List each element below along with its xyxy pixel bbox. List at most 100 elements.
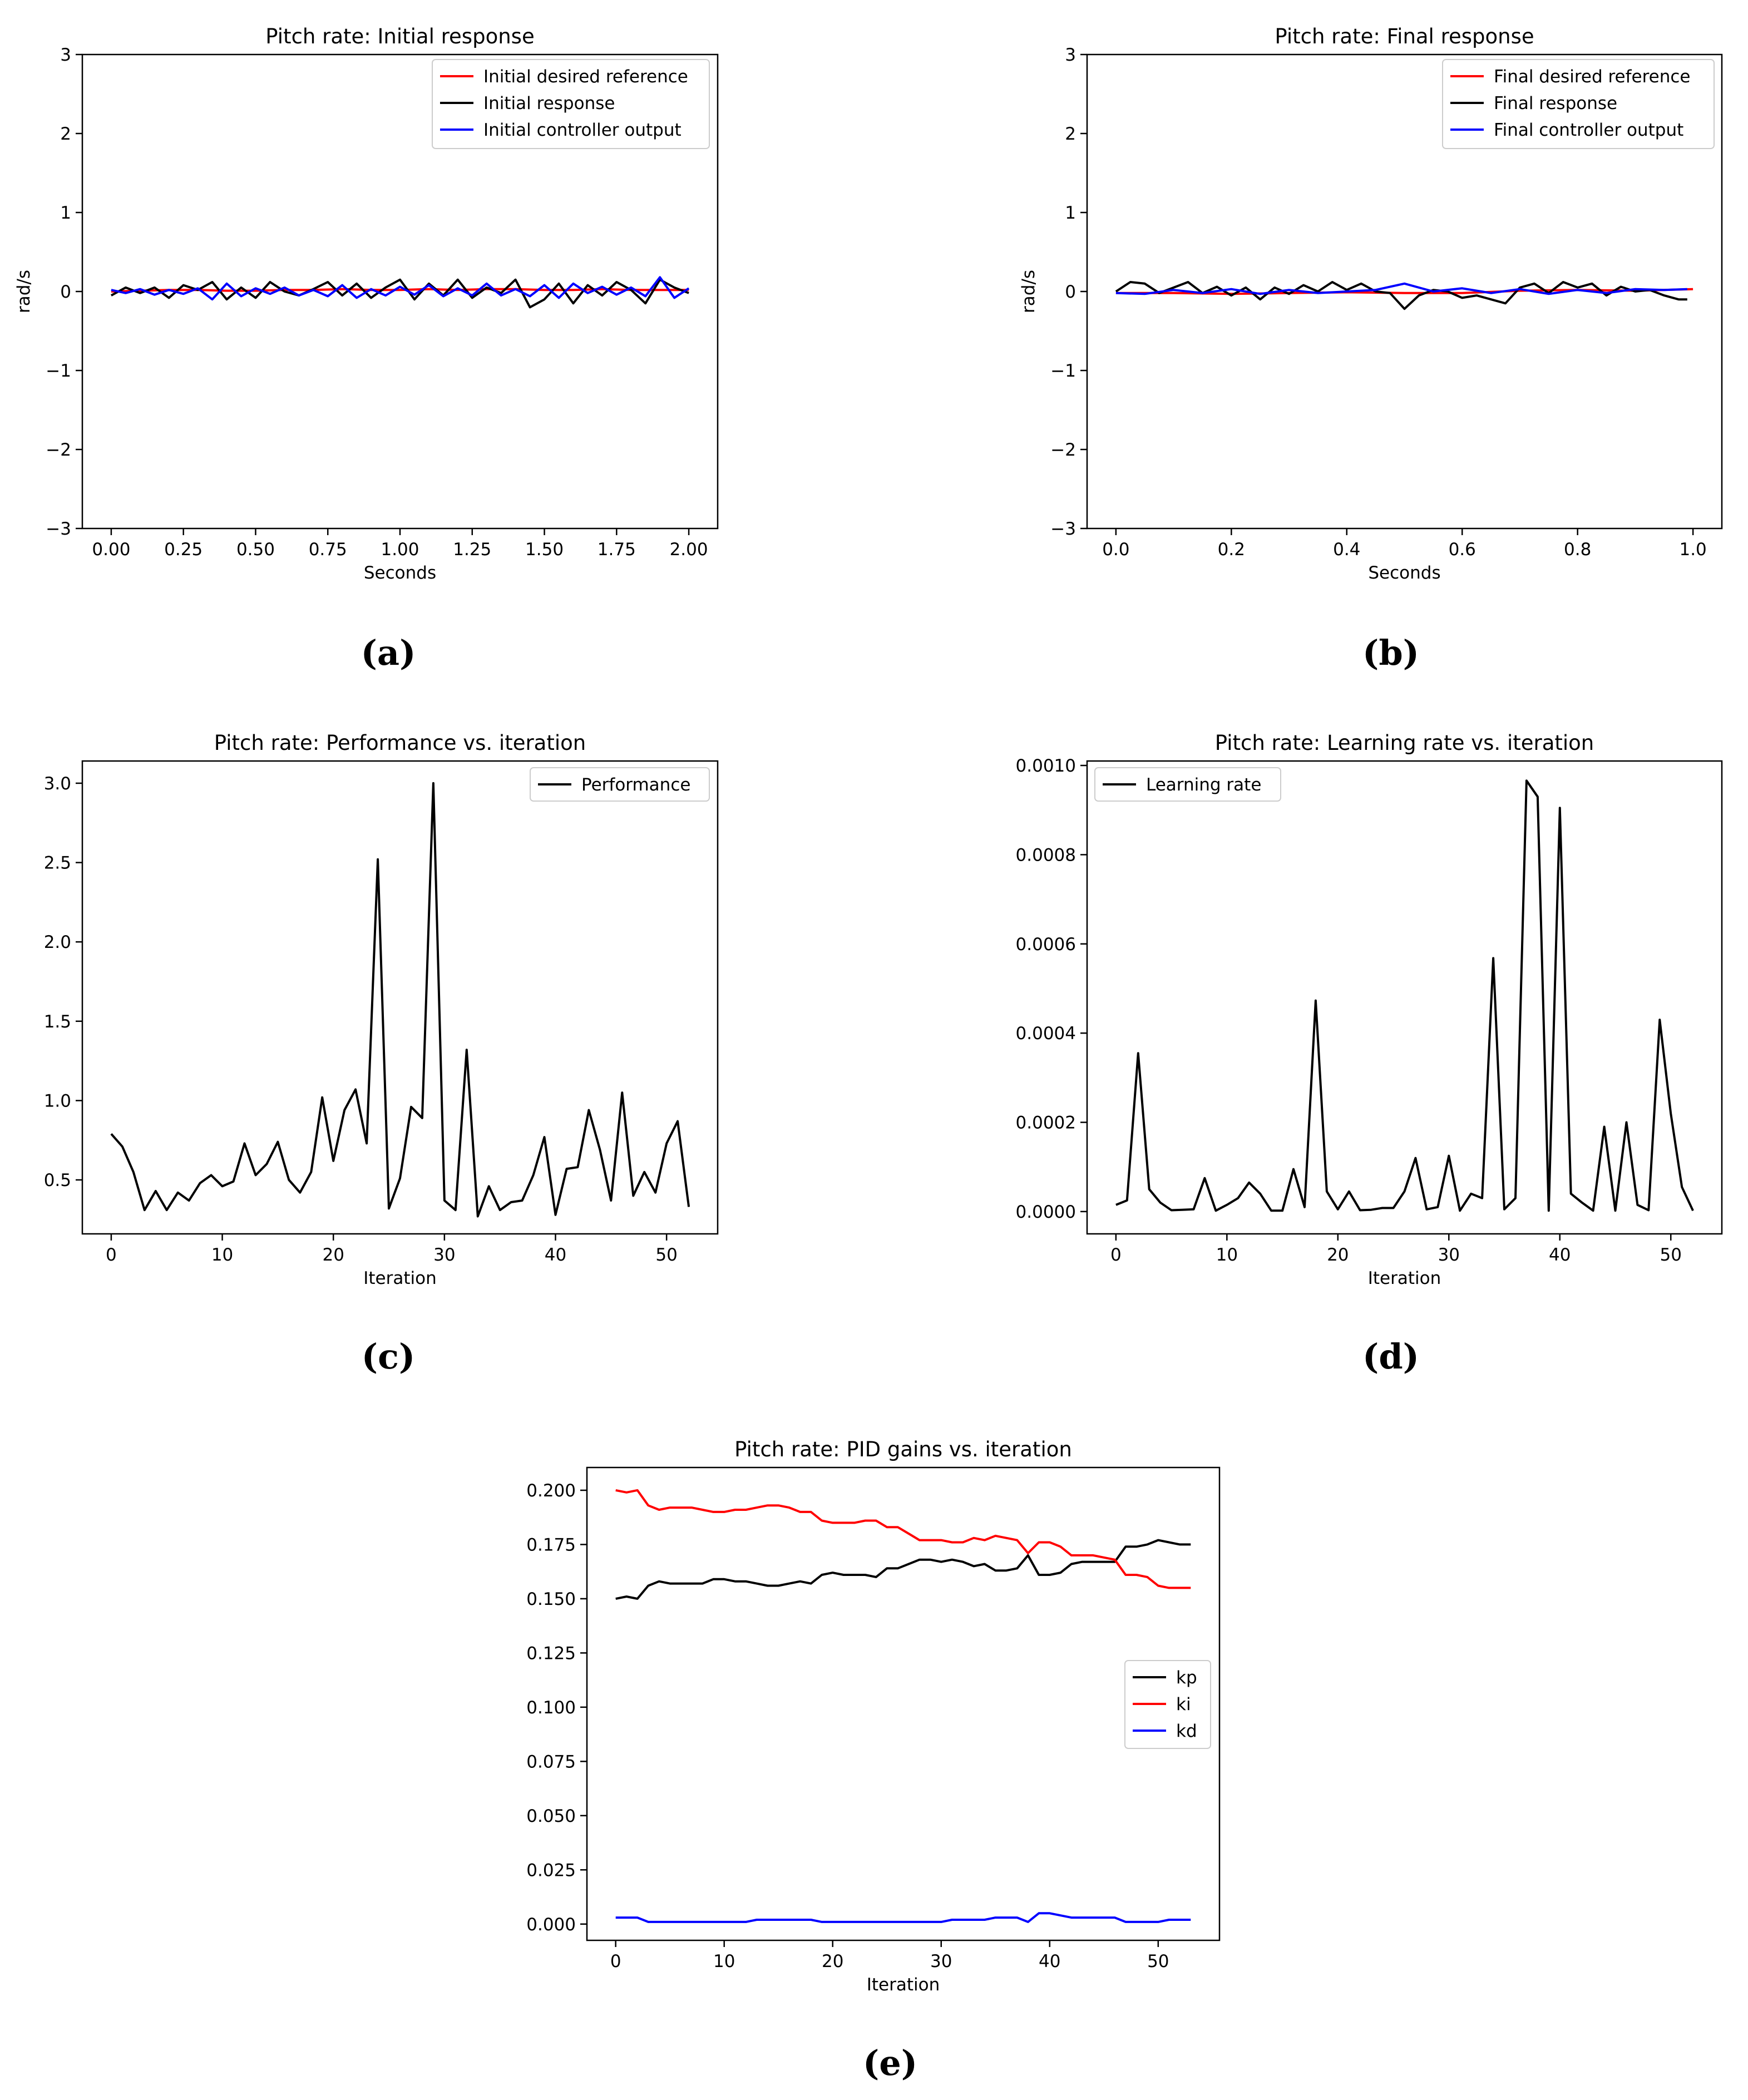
panel-caption: (b) bbox=[1362, 633, 1419, 673]
legend-label: kd bbox=[1176, 1721, 1197, 1741]
y-tick-label: 0 bbox=[60, 282, 71, 302]
x-tick-label: 0.0 bbox=[1102, 540, 1129, 560]
y-tick-label: 0.175 bbox=[526, 1535, 576, 1555]
x-tick-label: 10 bbox=[713, 1951, 735, 1971]
legend: Initial desired reference Initial respons… bbox=[432, 59, 710, 149]
panel-caption: (e) bbox=[863, 2043, 917, 2083]
legend-label: Initial controller output bbox=[483, 120, 682, 140]
y-tick-label: 0.075 bbox=[526, 1752, 576, 1772]
x-axis-label: Iteration bbox=[1368, 1268, 1441, 1288]
y-tick-label: 2 bbox=[1065, 124, 1076, 144]
legend-label: Initial desired reference bbox=[483, 67, 688, 87]
plot-area bbox=[1115, 779, 1694, 1212]
legend: Learning rate bbox=[1094, 767, 1281, 802]
y-tick-label: 0.050 bbox=[526, 1806, 576, 1826]
legend-box bbox=[530, 767, 710, 802]
legend-label: Final desired reference bbox=[1494, 67, 1691, 87]
series-line-kp bbox=[615, 1539, 1191, 1600]
series-line-performance bbox=[110, 782, 690, 1218]
legend: kp ki kd bbox=[1124, 1660, 1211, 1749]
axes-frame bbox=[81, 760, 719, 1235]
plot-area bbox=[615, 1489, 1191, 1923]
x-tick-label: 50 bbox=[655, 1245, 677, 1265]
y-tick-label: −2 bbox=[1050, 440, 1076, 460]
panel-a: Pitch rate: Initial response 0.00 0.25 0.50… bbox=[14, 24, 719, 673]
plot-area bbox=[1115, 281, 1693, 310]
chart-title: Pitch rate: Initial response bbox=[265, 24, 534, 48]
legend-label: kp bbox=[1176, 1668, 1197, 1688]
series-line-initial-response bbox=[110, 278, 689, 309]
legend-box bbox=[1124, 1660, 1211, 1749]
y-axis-label: rad/s bbox=[14, 270, 34, 313]
panel-caption: (a) bbox=[361, 633, 416, 673]
y-tick-label: 0.025 bbox=[526, 1860, 576, 1880]
x-tick-label: 40 bbox=[1549, 1245, 1571, 1265]
y-tick-label: 0.5 bbox=[44, 1170, 71, 1190]
panel-caption: (c) bbox=[362, 1336, 415, 1377]
series-line-final-response bbox=[1115, 281, 1687, 310]
y-tick-label: 3.0 bbox=[44, 774, 71, 794]
x-tick-label: 0.8 bbox=[1564, 540, 1591, 560]
y-tick-label: 0 bbox=[1065, 282, 1076, 302]
y-tick-label: 0.125 bbox=[526, 1643, 576, 1663]
y-tick-label: 0.100 bbox=[526, 1698, 576, 1718]
x-tick-label: 40 bbox=[1039, 1951, 1060, 1971]
legend-label: Initial response bbox=[483, 93, 615, 113]
y-tick-label: 1.5 bbox=[44, 1012, 71, 1032]
legend: Final desired reference Final response Fin… bbox=[1442, 59, 1715, 149]
x-tick-label: 50 bbox=[1660, 1245, 1682, 1265]
y-tick-label: 1 bbox=[60, 203, 71, 223]
y-tick-label: 0.0006 bbox=[1016, 935, 1076, 955]
plot-area bbox=[110, 782, 690, 1218]
x-tick-label: 0.00 bbox=[92, 540, 130, 560]
y-tick-label: 2.0 bbox=[44, 932, 71, 952]
panel-c: Pitch rate: Performance vs. iteration 0 10… bbox=[44, 731, 719, 1377]
x-tick-label: 0 bbox=[1110, 1245, 1122, 1265]
panel-d: Pitch rate: Learning rate vs. iteration 0… bbox=[1016, 731, 1723, 1377]
x-tick-label: 20 bbox=[322, 1245, 344, 1265]
series-line-kd bbox=[615, 1912, 1191, 1923]
x-tick-label: 0.2 bbox=[1218, 540, 1245, 560]
x-axis-label: Iteration bbox=[867, 1975, 940, 1995]
x-tick-label: 0.6 bbox=[1449, 540, 1476, 560]
y-tick-label: 0.0004 bbox=[1016, 1024, 1076, 1044]
x-tick-label: 1.00 bbox=[381, 540, 419, 560]
chart-title: Pitch rate: Learning rate vs. iteration bbox=[1215, 731, 1594, 755]
legend-box bbox=[1094, 767, 1281, 802]
x-tick-label: 10 bbox=[211, 1245, 233, 1265]
y-tick-label: 3 bbox=[1065, 45, 1076, 65]
y-tick-label: 3 bbox=[60, 45, 71, 65]
x-tick-label: 1.50 bbox=[525, 540, 564, 560]
y-tick-label: 0.200 bbox=[526, 1481, 576, 1501]
legend-label: Learning rate bbox=[1146, 775, 1261, 795]
x-tick-label: 0 bbox=[610, 1951, 621, 1971]
chart-title: Pitch rate: Final response bbox=[1275, 24, 1534, 48]
x-tick-label: 20 bbox=[822, 1951, 843, 1971]
y-tick-label: −2 bbox=[46, 440, 71, 460]
legend-label: Final response bbox=[1494, 93, 1617, 113]
y-tick-label: 0.0008 bbox=[1016, 845, 1076, 865]
y-tick-label: −1 bbox=[46, 361, 71, 381]
panel-caption: (d) bbox=[1362, 1336, 1419, 1377]
series-line-final-controller-output bbox=[1115, 282, 1687, 295]
x-tick-label: 1.25 bbox=[453, 540, 491, 560]
x-tick-label: 30 bbox=[930, 1951, 952, 1971]
y-tick-label: 2 bbox=[60, 124, 71, 144]
y-tick-label: 1.0 bbox=[44, 1091, 71, 1111]
legend-box bbox=[432, 59, 710, 149]
x-axis-label: Iteration bbox=[363, 1268, 437, 1288]
x-tick-label: 30 bbox=[1438, 1245, 1460, 1265]
axes-frame bbox=[586, 1466, 1221, 1941]
y-tick-label: 1 bbox=[1065, 203, 1076, 223]
series-line-learning-rate bbox=[1115, 779, 1694, 1212]
plot-area bbox=[110, 276, 690, 309]
series-line-ki bbox=[615, 1489, 1191, 1589]
y-tick-label: −3 bbox=[1050, 519, 1076, 539]
y-tick-label: −1 bbox=[1050, 361, 1076, 381]
y-tick-label: 0.0000 bbox=[1016, 1202, 1076, 1222]
legend-box bbox=[1442, 59, 1715, 149]
legend-label: Final controller output bbox=[1494, 120, 1683, 140]
x-tick-label: 1.0 bbox=[1679, 540, 1706, 560]
y-tick-label: 0.0010 bbox=[1016, 756, 1076, 776]
y-tick-label: 2.5 bbox=[44, 853, 71, 873]
